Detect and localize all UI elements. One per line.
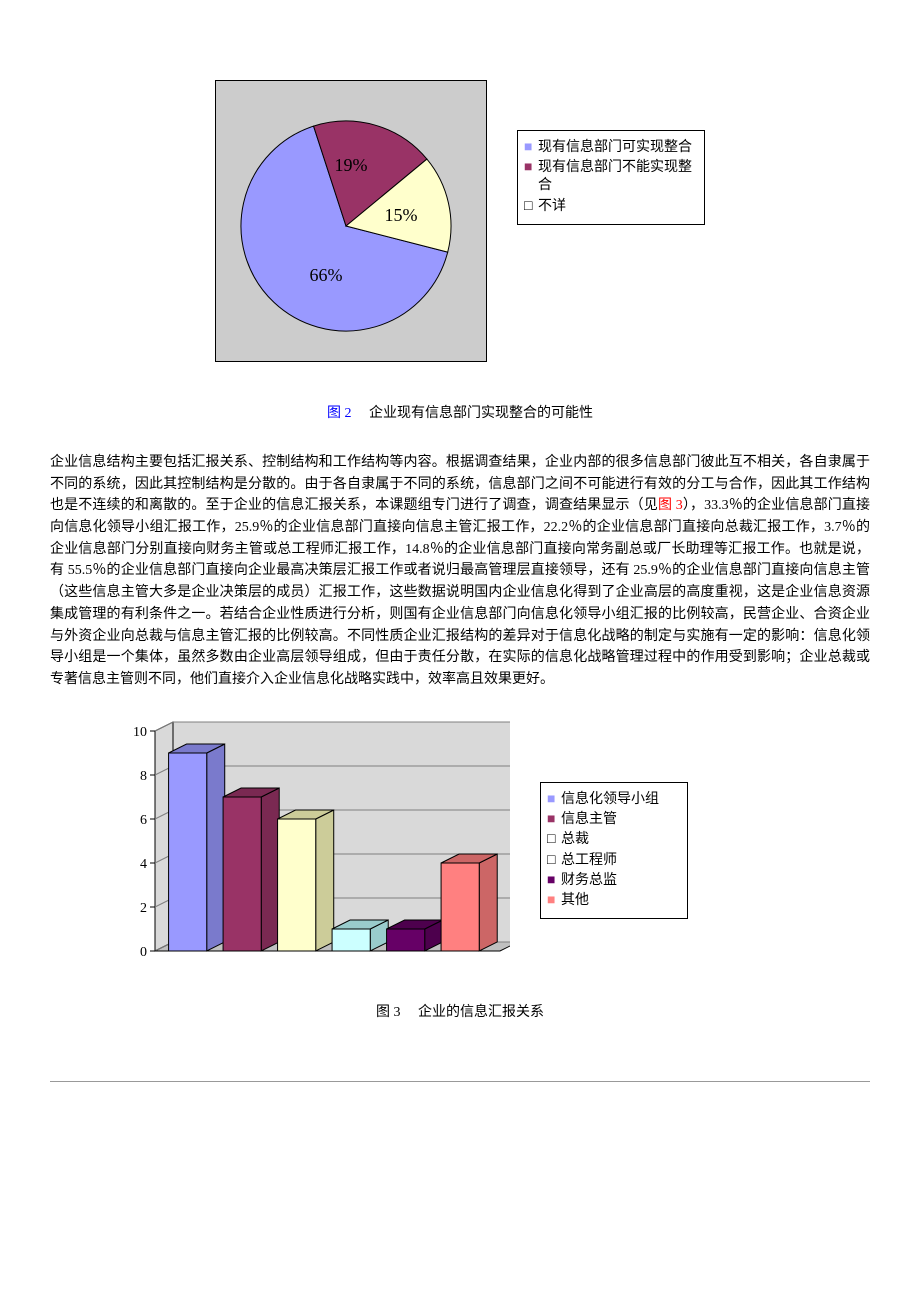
legend-bullet-icon: ■ — [547, 791, 561, 809]
bar-legend-item: ■信息主管 — [547, 811, 677, 829]
svg-text:19%: 19% — [335, 155, 368, 175]
svg-text:10: 10 — [133, 725, 147, 740]
pie-chart-box: 66% 19% 15% — [215, 80, 487, 362]
legend-label: 信息主管 — [561, 811, 617, 829]
figure-3-reference-link[interactable]: 图 3 — [658, 498, 683, 513]
pie-legend-item: ■现有信息部门不能实现整合 — [524, 159, 694, 195]
legend-bullet-icon: ■ — [547, 872, 561, 890]
figure-3-caption-number: 图 3 — [376, 1005, 401, 1020]
body-paragraph: 企业信息结构主要包括汇报关系、控制结构和工作结构等内容。根据调查结果，企业内部的… — [50, 452, 870, 691]
svg-text:2: 2 — [140, 901, 147, 916]
legend-label: 总裁 — [561, 831, 589, 849]
legend-bullet-icon: ■ — [524, 159, 538, 177]
page: 66%19%15% ■现有信息部门可实现整合■现有信息部门不能实现整合□不详 图… — [0, 0, 920, 1129]
legend-label: 其他 — [561, 892, 589, 910]
bar-legend-item: □总裁 — [547, 831, 677, 849]
figure-2-caption-text: 企业现有信息部门实现整合的可能性 — [369, 406, 593, 421]
figure-3-caption: 图 3 企业的信息汇报关系 — [50, 1001, 870, 1021]
legend-label: 不详 — [538, 198, 566, 216]
pie-legend-item: □不详 — [524, 198, 694, 216]
legend-bullet-icon: ■ — [547, 811, 561, 829]
legend-bullet-icon: ■ — [524, 139, 538, 157]
legend-label: 现有信息部门不能实现整合 — [538, 159, 694, 195]
legend-label: 现有信息部门可实现整合 — [538, 139, 692, 157]
pie-chart-svg: 66% 19% 15% — [226, 96, 476, 346]
figure-2-caption-number: 图 2 — [327, 406, 352, 421]
bar-chart-box: 0 2 4 6 8 10 — [110, 721, 510, 981]
legend-bullet-icon: ■ — [547, 892, 561, 910]
legend-label: 财务总监 — [561, 872, 617, 890]
figure-3-caption-text: 企业的信息汇报关系 — [418, 1005, 544, 1020]
footer-divider — [50, 1081, 870, 1082]
svg-text:4: 4 — [140, 857, 147, 872]
figure-2-caption: 图 2 企业现有信息部门实现整合的可能性 — [50, 402, 870, 422]
pie-legend-item: ■现有信息部门可实现整合 — [524, 139, 694, 157]
bar-legend-item: □总工程师 — [547, 852, 677, 870]
bar-legend-item: ■信息化领导小组 — [547, 791, 677, 809]
bar-chart-row: 0246810 ■信息化领导小组■信息主管□总裁□总工程师■财务总监■其他 — [110, 721, 870, 981]
legend-bullet-icon: □ — [547, 831, 561, 849]
svg-text:0: 0 — [140, 945, 147, 960]
bar-legend-item: ■其他 — [547, 892, 677, 910]
legend-bullet-icon: □ — [547, 852, 561, 870]
svg-text:8: 8 — [140, 769, 147, 784]
bar-chart-legend: ■信息化领导小组■信息主管□总裁□总工程师■财务总监■其他 — [540, 782, 688, 919]
legend-label: 信息化领导小组 — [561, 791, 659, 809]
legend-label: 总工程师 — [561, 852, 617, 870]
bar-chart-svg: 0 2 4 6 8 10 — [110, 721, 510, 981]
bar-legend-item: ■财务总监 — [547, 872, 677, 890]
svg-text:66%: 66% — [310, 265, 343, 285]
figure-2: 66%19%15% ■现有信息部门可实现整合■现有信息部门不能实现整合□不详 图… — [50, 80, 870, 422]
pie-chart-row: 66%19%15% ■现有信息部门可实现整合■现有信息部门不能实现整合□不详 — [50, 80, 870, 362]
legend-bullet-icon: □ — [524, 198, 538, 216]
figure-3: 0246810 ■信息化领导小组■信息主管□总裁□总工程师■财务总监■其他 图 … — [50, 721, 870, 1021]
svg-text:6: 6 — [140, 813, 147, 828]
pie-chart-legend: ■现有信息部门可实现整合■现有信息部门不能实现整合□不详 — [517, 130, 705, 225]
paragraph-text-after: ），33.3％的企业信息部门直接向信息化领导小组汇报工作，25.9％的企业信息部… — [50, 498, 870, 687]
svg-text:15%: 15% — [385, 205, 418, 225]
